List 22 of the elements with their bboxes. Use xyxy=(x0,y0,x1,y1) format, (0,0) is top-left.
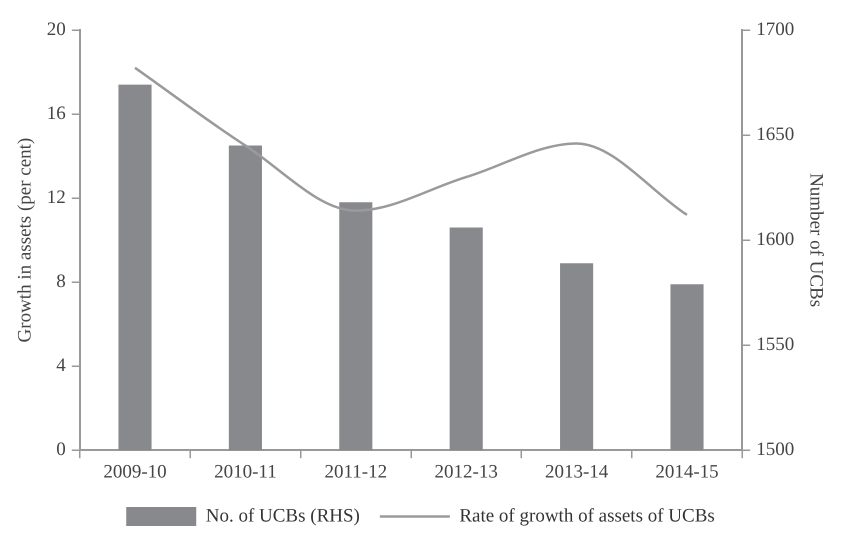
y-tick-label: 12 xyxy=(46,187,66,208)
y2-tick-label: 1650 xyxy=(756,124,794,146)
y-axis-title: Growth in assets (per cent) xyxy=(14,138,36,342)
y2-tick-label: 1500 xyxy=(756,439,794,460)
x-tick-label: 2011-12 xyxy=(324,462,388,483)
x-tick-label: 2009-10 xyxy=(103,462,167,483)
y2-axis-title: Number of UCBs xyxy=(806,173,827,308)
y2-tick-label: 1600 xyxy=(756,229,794,250)
x-tick-label: 2013-14 xyxy=(544,462,609,483)
legend-label: Rate of growth of assets of UCBs xyxy=(459,505,715,526)
x-tick-label: 2014-15 xyxy=(655,462,719,483)
y-tick-label: 8 xyxy=(56,271,66,292)
y-tick-label: 4 xyxy=(56,355,66,376)
y-tick-label: 0 xyxy=(56,439,66,460)
x-tick-label: 2010-11 xyxy=(214,462,277,483)
y-tick-label: 16 xyxy=(46,103,66,124)
y2-tick-label: 1550 xyxy=(756,334,794,356)
x-tick-label: 2012-13 xyxy=(434,462,498,483)
y-tick-label: 20 xyxy=(46,18,66,40)
y2-tick-label: 1700 xyxy=(756,18,794,40)
line-series xyxy=(134,66,688,216)
legend-label: No. of UCBs (RHS) xyxy=(206,505,360,526)
